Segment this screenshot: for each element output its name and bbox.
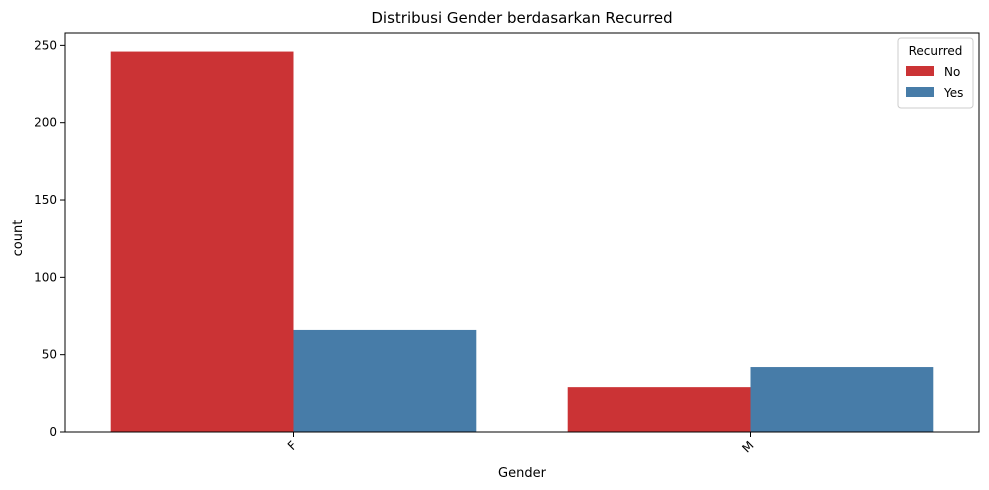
legend: Recurred No Yes	[897, 37, 974, 109]
x-tick-label-m: M	[739, 438, 756, 455]
bar-yes-f	[293, 329, 477, 432]
bar-yes-m	[750, 367, 934, 432]
y-tick-label: 100	[34, 270, 57, 284]
y-tick-label: 50	[42, 348, 57, 362]
legend-title: Recurred	[909, 44, 963, 58]
y-tick-label: 200	[34, 116, 57, 130]
x-axis-label: Gender	[498, 466, 547, 481]
y-axis-label: count	[11, 220, 26, 257]
chart-title: Distribusi Gender berdasarkan Recurred	[371, 9, 672, 27]
plot-frame	[64, 32, 980, 433]
plot-area: 0 50 100 150 200 250 F M	[34, 32, 980, 455]
y-tick-label: 150	[34, 193, 57, 207]
bar-no-m	[567, 387, 751, 432]
legend-label-no: No	[944, 65, 960, 79]
x-tick-label-f: F	[285, 438, 300, 453]
y-tick-label: 0	[49, 425, 57, 439]
legend-swatch-no	[906, 66, 934, 76]
bar-no-f	[110, 51, 294, 433]
legend-label-yes: Yes	[943, 86, 963, 100]
legend-swatch-yes	[906, 87, 934, 97]
y-tick-label: 250	[34, 38, 57, 52]
